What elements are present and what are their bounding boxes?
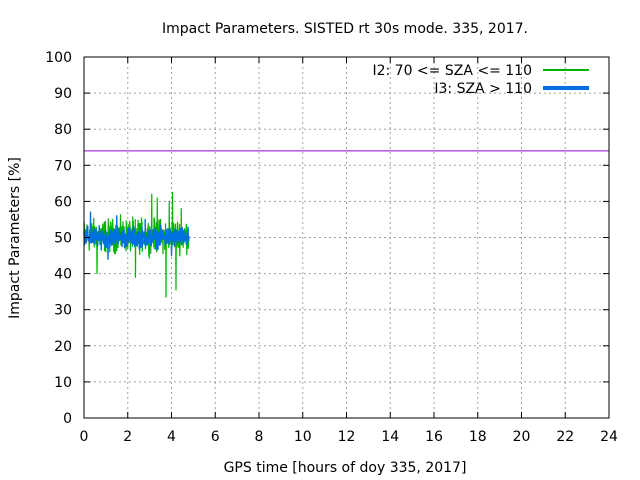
y-tick-label: 50 [54,231,72,247]
chart-title: Impact Parameters. SISTED rt 30s mode. 3… [162,21,528,37]
y-tick-label: 10 [54,375,72,391]
series-line-i3 [83,211,190,260]
x-tick-label: 10 [294,429,312,445]
legend-label-i2: I2: 70 <= SZA <= 110 [372,63,532,79]
x-tick-label: 20 [513,429,531,445]
x-axis-label: GPS time [hours of doy 335, 2017] [224,460,467,476]
x-tick-label: 6 [211,429,220,445]
axis-ticks: 0 2 4 6 8 10 12 14 16 18 20 22 240102030405060708090… [45,50,618,445]
y-tick-label: 0 [63,411,72,427]
y-tick-label: 90 [54,86,72,102]
x-tick-label: 24 [600,429,618,445]
y-tick-label: 20 [54,339,72,355]
series-layer [83,191,190,298]
x-tick-label: 16 [425,429,443,445]
x-tick-label: 8 [255,429,264,445]
y-tick-label: 60 [54,194,72,210]
y-tick-label: 100 [45,50,72,66]
x-tick-label: 0 [80,429,89,445]
legend: I2: 70 <= SZA <= 110 I3: SZA > 110 [372,63,589,97]
y-tick-label: 80 [54,122,72,138]
x-tick-label: 18 [469,429,487,445]
x-tick-label: 2 [123,429,132,445]
legend-label-i3: I3: SZA > 110 [434,81,532,97]
y-axis-label: Impact Parameters [%] [7,157,23,319]
x-tick-label: 12 [338,429,356,445]
y-tick-label: 40 [54,267,72,283]
y-tick-label: 30 [54,303,72,319]
x-tick-label: 14 [381,429,399,445]
x-tick-label: 4 [167,429,176,445]
x-tick-label: 22 [556,429,574,445]
y-tick-label: 70 [54,158,72,174]
